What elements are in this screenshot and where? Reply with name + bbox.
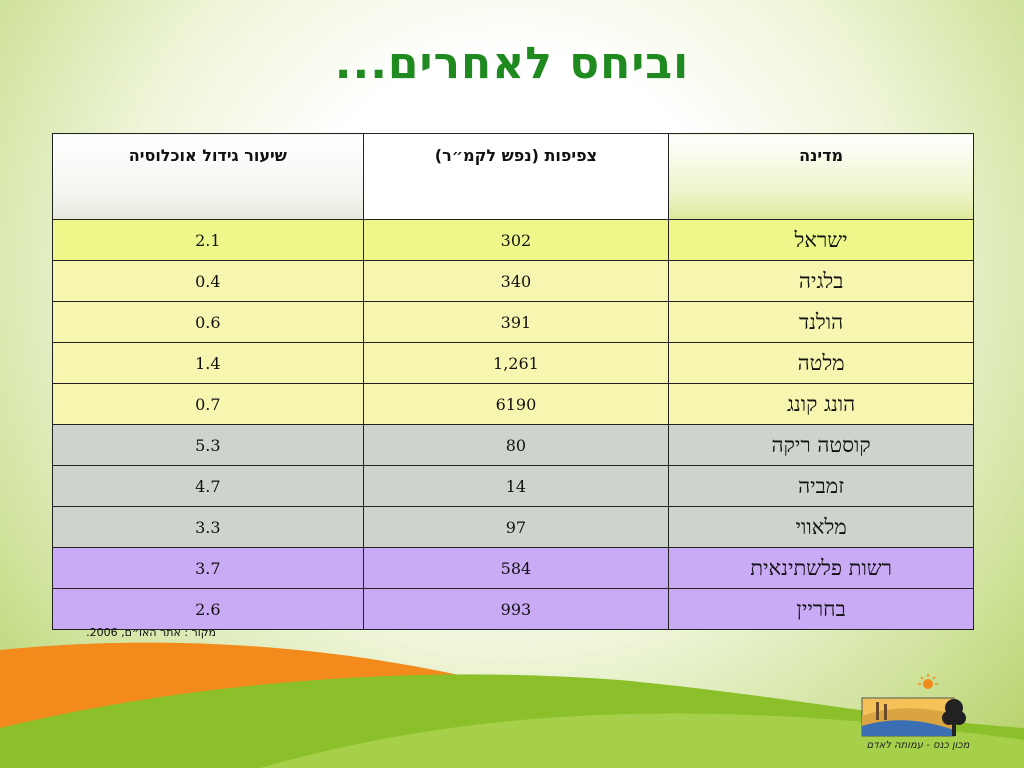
header-country: מדינה <box>668 133 974 220</box>
cell-growth: 5.3 <box>52 424 364 466</box>
logo-caption: מכון כנס - עמותה לאדם <box>866 740 970 751</box>
cell-growth: 2.1 <box>52 219 364 261</box>
table-row: מלאווי 97 3.3 <box>52 506 974 548</box>
table-row: בלגיה 340 0.4 <box>52 260 974 302</box>
slide-title: וביחס לאחרים... <box>334 38 690 89</box>
cell-growth: 2.6 <box>52 588 364 630</box>
cell-density: 993 <box>362 588 670 630</box>
cell-growth: 1.4 <box>52 342 364 384</box>
table-row: זמביה 14 4.7 <box>52 465 974 507</box>
table-row: בחריין 993 2.6 <box>52 588 974 630</box>
cell-density: 1,261 <box>362 342 670 384</box>
header-density: צפיפות (נפש לקמ״ר) <box>362 133 670 220</box>
table-row: מלטה 1,261 1.4 <box>52 342 974 384</box>
cell-growth: 3.3 <box>52 506 364 548</box>
cell-growth: 0.7 <box>52 383 364 425</box>
cell-density: 6190 <box>362 383 670 425</box>
cell-country: בחריין <box>668 588 974 630</box>
cell-growth: 0.4 <box>52 260 364 302</box>
source-note: מקור : אתר האו״ם, 2006. <box>86 626 216 639</box>
cell-growth: 3.7 <box>52 547 364 589</box>
cell-density: 97 <box>362 506 670 548</box>
cell-country: זמביה <box>668 465 974 507</box>
table-row: הולנד 391 0.6 <box>52 301 974 343</box>
logo-icon <box>861 674 966 737</box>
table-row: רשות פלשתינאית 584 3.7 <box>52 547 974 589</box>
cell-density: 302 <box>362 219 670 261</box>
table-header-row: מדינה צפיפות (נפש לקמ״ר) שיעור גידול אוכ… <box>52 133 974 220</box>
light-green-wave <box>260 713 1024 768</box>
cell-density: 14 <box>362 465 670 507</box>
cell-density: 584 <box>362 547 670 589</box>
cell-density: 391 <box>362 301 670 343</box>
table-row: קוסטה ריקה 80 5.3 <box>52 424 974 466</box>
cell-country: מלטה <box>668 342 974 384</box>
cell-country: רשות פלשתינאית <box>668 547 974 589</box>
cell-density: 80 <box>362 424 670 466</box>
cell-country: ישראל <box>668 219 974 261</box>
cell-country: הולנד <box>668 301 974 343</box>
cell-growth: 0.6 <box>52 301 364 343</box>
decorative-waves <box>0 642 1024 768</box>
cell-growth: 4.7 <box>52 465 364 507</box>
comparison-table: מדינה צפיפות (נפש לקמ״ר) שיעור גידול אוכ… <box>52 133 974 630</box>
cell-country: מלאווי <box>668 506 974 548</box>
cell-country: בלגיה <box>668 260 974 302</box>
cell-country: הונג קונג <box>668 383 974 425</box>
table-row: הונג קונג 6190 0.7 <box>52 383 974 425</box>
cell-country: קוסטה ריקה <box>668 424 974 466</box>
table-row: ישראל 302 2.1 <box>52 219 974 261</box>
header-growth: שיעור גידול אוכלוסיה <box>52 133 364 220</box>
cell-density: 340 <box>362 260 670 302</box>
